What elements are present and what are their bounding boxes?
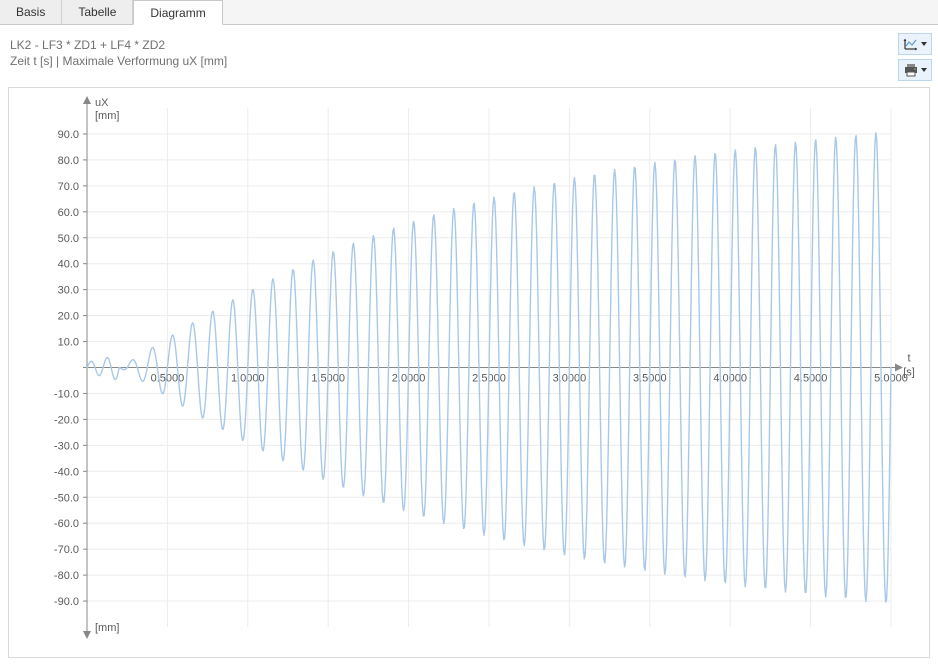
svg-text:-10.0: -10.0: [54, 388, 79, 400]
svg-text:20.0: 20.0: [58, 311, 79, 323]
svg-text:30.0: 30.0: [58, 285, 79, 297]
content-area: LK2 - LF3 * ZD1 + LF4 * ZD2 Zeit t [s] |…: [0, 25, 938, 666]
axes-icon: [903, 37, 919, 51]
chevron-down-icon: [921, 68, 927, 72]
svg-text:-40.0: -40.0: [54, 466, 79, 478]
svg-text:10.0: 10.0: [58, 337, 79, 349]
tab-diagramm-label: Diagramm: [150, 6, 205, 20]
svg-text:80.0: 80.0: [58, 155, 79, 167]
svg-text:-90.0: -90.0: [54, 596, 79, 608]
tab-tabelle[interactable]: Tabelle: [62, 0, 133, 24]
chart-container: 90.0 80.0 70.0 60.0 50.0 40.0 30.0 20.0 10.0 -10.…: [8, 87, 930, 658]
svg-text:uX: uX: [95, 97, 109, 109]
svg-text:40.0: 40.0: [58, 259, 79, 271]
print-tool-button[interactable]: [898, 59, 932, 81]
tab-basis-label: Basis: [16, 5, 45, 19]
chart-title: LK2 - LF3 * ZD1 + LF4 * ZD2: [10, 38, 165, 52]
svg-text:-60.0: -60.0: [54, 518, 79, 530]
svg-text:[s]: [s]: [903, 367, 915, 379]
tab-bar: Basis Tabelle Diagramm: [0, 0, 938, 25]
chart-canvas: 90.0 80.0 70.0 60.0 50.0 40.0 30.0 20.0 10.0 -10.…: [9, 88, 929, 657]
svg-text:t: t: [907, 353, 910, 365]
svg-text:-70.0: -70.0: [54, 544, 79, 556]
tab-basis[interactable]: Basis: [0, 0, 62, 24]
chart-header: LK2 - LF3 * ZD1 + LF4 * ZD2 Zeit t [s] |…: [10, 37, 227, 69]
chevron-down-icon: [921, 42, 927, 46]
svg-text:-80.0: -80.0: [54, 570, 79, 582]
svg-text:90.0: 90.0: [58, 129, 79, 141]
chart-subtitle: Zeit t [s] | Maximale Verformung uX [mm]: [10, 53, 227, 69]
svg-text:-50.0: -50.0: [54, 492, 79, 504]
svg-text:-20.0: -20.0: [54, 414, 79, 426]
print-icon: [903, 63, 919, 77]
tab-diagramm[interactable]: Diagramm: [133, 0, 222, 25]
svg-text:[mm]: [mm]: [95, 110, 119, 122]
svg-text:[mm]: [mm]: [95, 622, 119, 634]
axes-tool-button[interactable]: [898, 33, 932, 55]
svg-text:70.0: 70.0: [58, 181, 79, 193]
chart-toolbar: [898, 33, 932, 81]
svg-text:60.0: 60.0: [58, 207, 79, 219]
svg-text:-30.0: -30.0: [54, 440, 79, 452]
svg-text:50.0: 50.0: [58, 233, 79, 245]
tab-tabelle-label: Tabelle: [78, 5, 116, 19]
